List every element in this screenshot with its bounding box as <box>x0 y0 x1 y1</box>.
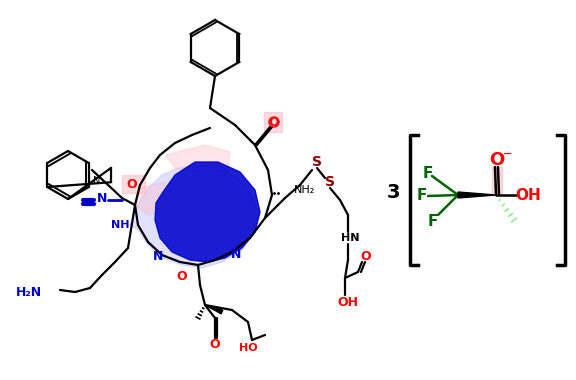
Polygon shape <box>135 182 172 215</box>
Text: OH: OH <box>338 296 358 309</box>
Text: N: N <box>97 192 107 204</box>
Text: S: S <box>312 155 322 169</box>
Text: H₂N: H₂N <box>16 285 42 299</box>
Polygon shape <box>205 305 223 314</box>
Polygon shape <box>122 175 145 193</box>
Text: N: N <box>231 247 241 261</box>
Text: F: F <box>417 188 427 204</box>
Text: OH: OH <box>515 187 541 203</box>
Text: N: N <box>153 250 163 263</box>
Polygon shape <box>492 167 502 195</box>
Polygon shape <box>458 192 496 198</box>
Text: O: O <box>210 339 220 352</box>
Text: HO: HO <box>238 343 257 353</box>
Text: NH: NH <box>112 220 130 230</box>
Text: O: O <box>268 116 279 128</box>
Text: 3: 3 <box>386 182 400 201</box>
Text: O: O <box>127 179 137 192</box>
Polygon shape <box>130 165 258 268</box>
Text: HN: HN <box>341 233 359 243</box>
Polygon shape <box>155 162 260 262</box>
Text: −: − <box>503 149 513 159</box>
Polygon shape <box>264 112 282 132</box>
Text: NH₂: NH₂ <box>294 185 315 195</box>
Text: S: S <box>325 175 335 189</box>
Text: N: N <box>93 176 100 186</box>
Text: O: O <box>361 250 372 263</box>
Text: O: O <box>177 271 187 283</box>
Text: F: F <box>428 214 438 230</box>
Polygon shape <box>165 145 230 172</box>
Text: F: F <box>423 166 433 180</box>
Text: O: O <box>490 151 505 169</box>
